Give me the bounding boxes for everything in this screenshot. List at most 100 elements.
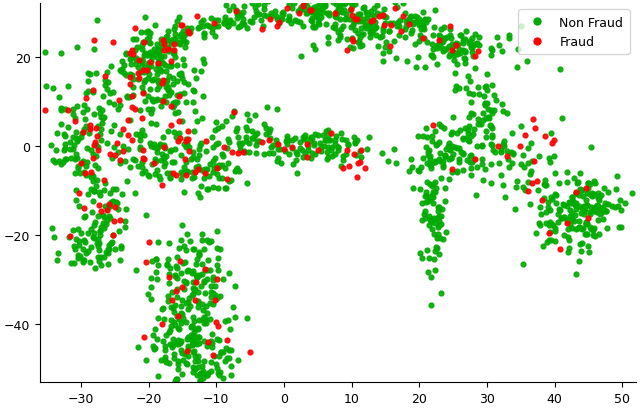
- Point: [66, 155, 76, 162]
- Point: [428, 134, 438, 140]
- Point: [307, 9, 317, 16]
- Point: [616, 225, 626, 231]
- Point: [116, 245, 126, 252]
- Point: [356, 26, 366, 33]
- Point: [515, 143, 525, 150]
- Point: [586, 144, 596, 151]
- Point: [125, 56, 136, 63]
- Point: [95, 131, 106, 137]
- Point: [63, 84, 73, 90]
- Point: [172, 79, 182, 85]
- Point: [159, 155, 169, 161]
- Point: [206, 368, 216, 375]
- Point: [198, 316, 208, 323]
- Point: [440, 152, 450, 159]
- Point: [157, 81, 167, 88]
- Point: [518, 165, 529, 171]
- Point: [586, 209, 596, 216]
- Point: [153, 77, 163, 84]
- Point: [481, 83, 491, 90]
- Point: [104, 246, 114, 253]
- Point: [147, 77, 157, 84]
- Point: [380, 45, 390, 51]
- Point: [153, 315, 163, 322]
- Point: [360, 23, 370, 29]
- Point: [287, 137, 298, 144]
- Point: [571, 200, 581, 207]
- Point: [373, 43, 383, 50]
- Point: [315, 0, 325, 7]
- Point: [143, 39, 154, 46]
- Point: [445, 155, 456, 162]
- Point: [422, 247, 432, 253]
- Point: [166, 317, 176, 324]
- Point: [135, 144, 145, 151]
- Point: [173, 361, 183, 368]
- Point: [572, 180, 582, 187]
- Point: [102, 141, 112, 147]
- Point: [558, 201, 568, 207]
- Point: [159, 94, 170, 100]
- Point: [449, 43, 459, 49]
- Point: [106, 199, 116, 205]
- Point: [179, 32, 189, 39]
- Point: [195, 194, 205, 201]
- Point: [242, 180, 252, 187]
- Point: [415, 186, 426, 192]
- Point: [545, 221, 556, 227]
- Point: [191, 261, 202, 267]
- Point: [100, 203, 110, 209]
- Point: [234, 357, 244, 363]
- Point: [238, 10, 248, 16]
- Point: [449, 58, 459, 65]
- Point: [159, 353, 170, 360]
- Point: [449, 88, 460, 94]
- Point: [582, 180, 593, 187]
- Point: [239, 148, 249, 155]
- Point: [191, 279, 201, 285]
- Point: [212, 186, 223, 192]
- Point: [577, 205, 588, 212]
- Point: [145, 60, 156, 67]
- Point: [137, 60, 147, 67]
- Point: [173, 41, 183, 47]
- Point: [421, 189, 431, 196]
- Point: [160, 78, 170, 85]
- Point: [317, 9, 328, 16]
- Point: [301, 136, 311, 143]
- Point: [464, 90, 474, 97]
- Point: [438, 158, 448, 164]
- Point: [424, 222, 435, 228]
- Point: [434, 222, 444, 228]
- Point: [97, 213, 108, 219]
- Point: [355, 35, 365, 41]
- Point: [355, 44, 365, 50]
- Point: [405, 15, 415, 21]
- Point: [448, 50, 458, 56]
- Point: [212, 228, 222, 234]
- Point: [447, 45, 457, 52]
- Point: [424, 196, 434, 202]
- Point: [442, 146, 452, 153]
- Point: [181, 144, 191, 151]
- Point: [233, 150, 243, 157]
- Point: [154, 144, 164, 150]
- Point: [93, 106, 104, 112]
- Point: [440, 154, 450, 160]
- Point: [149, 142, 159, 148]
- Point: [56, 161, 66, 168]
- Point: [201, 148, 211, 155]
- Point: [102, 87, 113, 93]
- Point: [169, 309, 179, 316]
- Point: [529, 158, 539, 164]
- Point: [429, 215, 439, 222]
- Point: [271, 142, 282, 148]
- Point: [307, 16, 317, 22]
- Point: [140, 78, 150, 84]
- Point: [607, 204, 617, 210]
- Point: [440, 153, 450, 160]
- Point: [433, 204, 443, 211]
- Point: [341, 151, 351, 157]
- Point: [314, 21, 324, 28]
- Point: [168, 51, 179, 57]
